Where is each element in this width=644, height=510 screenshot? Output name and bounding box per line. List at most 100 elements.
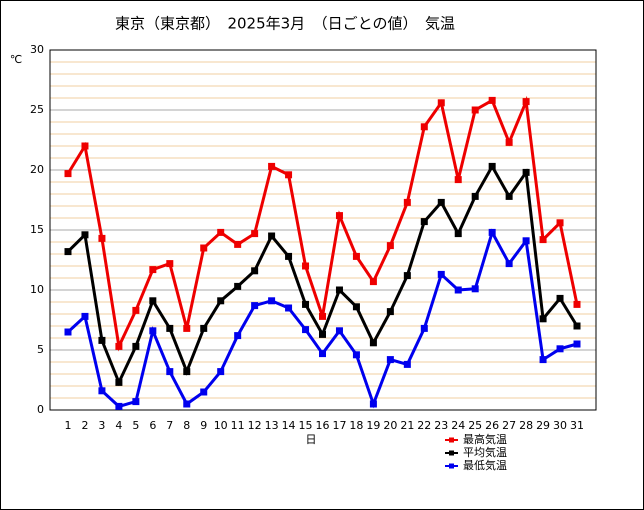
x-tick-label: 27 bbox=[502, 419, 516, 432]
point-marker bbox=[437, 270, 445, 278]
y-tick-label: 15 bbox=[30, 223, 44, 236]
point-marker bbox=[573, 322, 581, 330]
point-marker bbox=[369, 339, 377, 347]
x-tick-label: 17 bbox=[332, 419, 346, 432]
x-tick-label: 6 bbox=[149, 419, 156, 432]
point-marker bbox=[369, 400, 377, 408]
chart-title: 東京（東京都） 2025年3月 （日ごとの値） 気温 bbox=[115, 15, 455, 33]
point-marker bbox=[115, 402, 123, 410]
point-marker bbox=[81, 312, 89, 320]
point-marker bbox=[217, 368, 225, 376]
x-tick-label: 9 bbox=[200, 419, 207, 432]
y-tick-label: 0 bbox=[37, 403, 44, 416]
point-marker bbox=[352, 351, 360, 359]
point-marker bbox=[115, 342, 123, 350]
point-marker bbox=[64, 328, 72, 336]
point-marker bbox=[454, 230, 462, 238]
point-marker bbox=[251, 302, 259, 310]
point-marker bbox=[268, 232, 276, 240]
point-marker bbox=[98, 234, 106, 242]
point-marker bbox=[268, 297, 276, 305]
legend-marker bbox=[449, 450, 454, 456]
point-marker bbox=[556, 294, 564, 302]
legend-label: 平均気温 bbox=[463, 445, 507, 459]
point-marker bbox=[217, 228, 225, 236]
point-marker bbox=[115, 378, 123, 386]
x-tick-label: 11 bbox=[231, 419, 245, 432]
point-marker bbox=[285, 171, 293, 179]
point-marker bbox=[539, 236, 547, 244]
point-marker bbox=[539, 315, 547, 323]
point-marker bbox=[488, 96, 496, 104]
point-marker bbox=[183, 324, 191, 332]
x-tick-label: 31 bbox=[570, 419, 584, 432]
point-marker bbox=[454, 176, 462, 184]
x-tick-label: 10 bbox=[214, 419, 228, 432]
point-marker bbox=[285, 252, 293, 260]
y-tick-label: 30 bbox=[30, 43, 44, 56]
point-marker bbox=[302, 326, 310, 334]
x-tick-label: 21 bbox=[400, 419, 414, 432]
point-marker bbox=[386, 242, 394, 250]
point-marker bbox=[319, 330, 326, 338]
point-marker bbox=[471, 285, 479, 293]
x-tick-label: 1 bbox=[65, 419, 72, 432]
x-tick-label: 19 bbox=[366, 419, 380, 432]
point-marker bbox=[268, 162, 276, 170]
point-marker bbox=[488, 228, 496, 236]
plot-border bbox=[49, 49, 597, 411]
point-marker bbox=[420, 218, 428, 226]
point-marker bbox=[522, 168, 530, 176]
x-tick-label: 2 bbox=[81, 419, 88, 432]
point-marker bbox=[403, 198, 411, 206]
point-marker bbox=[522, 98, 530, 106]
point-marker bbox=[98, 387, 106, 395]
point-marker bbox=[64, 248, 72, 256]
point-marker bbox=[335, 327, 343, 335]
legend-label: 最高気温 bbox=[463, 432, 507, 446]
point-marker bbox=[386, 356, 394, 364]
x-tick-label: 22 bbox=[417, 419, 431, 432]
point-marker bbox=[573, 340, 581, 348]
point-marker bbox=[319, 350, 326, 358]
x-tick-label: 24 bbox=[451, 419, 465, 432]
x-axis-label: 日 bbox=[306, 433, 317, 446]
point-marker bbox=[81, 142, 89, 150]
point-marker bbox=[335, 212, 343, 220]
point-marker bbox=[556, 219, 564, 227]
x-tick-label: 12 bbox=[248, 419, 262, 432]
point-marker bbox=[302, 262, 310, 270]
point-marker bbox=[149, 297, 157, 305]
point-marker bbox=[132, 342, 140, 350]
point-marker bbox=[505, 192, 513, 200]
point-marker bbox=[319, 312, 326, 320]
x-tick-label: 3 bbox=[98, 419, 105, 432]
point-marker bbox=[166, 368, 174, 376]
x-tick-label: 29 bbox=[536, 419, 550, 432]
point-marker bbox=[488, 162, 496, 170]
x-tick-label: 13 bbox=[265, 419, 279, 432]
x-tick-label: 8 bbox=[183, 419, 190, 432]
point-marker bbox=[234, 282, 242, 290]
point-marker bbox=[471, 192, 479, 200]
point-marker bbox=[200, 388, 208, 396]
point-marker bbox=[200, 324, 208, 332]
x-tick-label: 15 bbox=[299, 419, 313, 432]
point-marker bbox=[335, 286, 343, 294]
point-marker bbox=[386, 308, 394, 316]
point-marker bbox=[285, 304, 293, 312]
point-marker bbox=[251, 230, 259, 238]
x-tick-label: 7 bbox=[166, 419, 173, 432]
point-marker bbox=[522, 237, 530, 245]
x-tick-label: 5 bbox=[132, 419, 139, 432]
point-marker bbox=[369, 278, 377, 286]
x-tick-label: 30 bbox=[553, 419, 567, 432]
point-marker bbox=[403, 360, 411, 368]
point-marker bbox=[420, 324, 428, 332]
point-marker bbox=[98, 336, 106, 344]
point-marker bbox=[539, 356, 547, 364]
point-marker bbox=[420, 123, 428, 131]
x-tick-label: 14 bbox=[282, 419, 296, 432]
x-tick-label: 16 bbox=[316, 419, 330, 432]
